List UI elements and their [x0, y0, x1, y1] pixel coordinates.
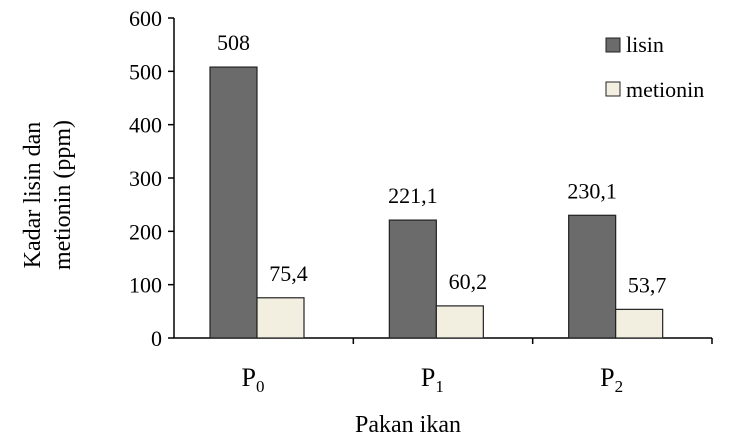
bar-lisin-2 — [388, 219, 437, 339]
bar-lisin-3 — [568, 214, 617, 339]
data-label-lisin-2: 221,1 — [388, 183, 438, 208]
data-label-lisin-1: 508 — [217, 30, 250, 55]
x-tick-label: P1 — [421, 363, 444, 396]
legend: lisin metionin — [605, 32, 704, 102]
bar-lisin-1 — [209, 66, 258, 339]
y-tick-label: 200 — [129, 219, 162, 244]
bar-metionin-3 — [615, 308, 664, 339]
x-tick-label: P2 — [600, 363, 623, 396]
bar-metionin-2 — [435, 305, 484, 339]
y-tick-label: 600 — [129, 6, 162, 31]
data-label-metionin-1: 75,4 — [269, 261, 308, 286]
data-label-metionin-3: 53,7 — [628, 272, 667, 297]
y-tick-label: 100 — [129, 273, 162, 298]
bar-metionin-1 — [256, 297, 305, 339]
x-axis-title: Pakan ikan — [355, 412, 461, 438]
data-labels: 508 75,4 221,1 60,2 230,1 53,7 — [217, 30, 666, 297]
data-label-metionin-2: 60,2 — [449, 269, 488, 294]
y-tick-label: 300 — [129, 166, 162, 191]
y-tick-label: 0 — [151, 326, 162, 351]
x-tick-label: P0 — [242, 363, 265, 396]
legend-label-metionin: metionin — [626, 77, 704, 102]
data-label-lisin-3: 230,1 — [567, 178, 617, 203]
legend-swatch-lisin — [605, 37, 621, 53]
y-axis-title-line-2: metionin (ppm) — [50, 120, 76, 270]
legend-label-lisin: lisin — [626, 32, 664, 57]
y-axis: 0 100 200 300 400 500 600 — [129, 6, 175, 351]
legend-swatch-metionin — [605, 81, 621, 97]
x-axis: P0 P1 P2 — [174, 337, 713, 396]
y-axis-title-line-1: Kadar lisin dan — [20, 122, 46, 269]
y-tick-label: 500 — [129, 59, 162, 84]
y-tick-label: 400 — [129, 113, 162, 138]
bars — [209, 66, 664, 339]
